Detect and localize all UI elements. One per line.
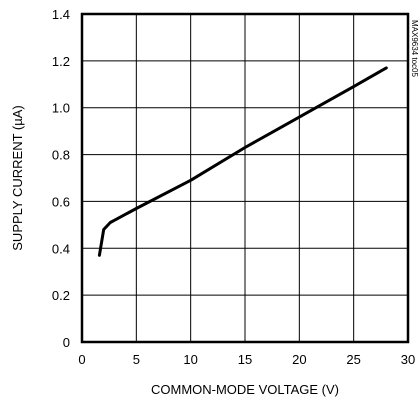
- x-tick-label: 15: [238, 352, 252, 367]
- x-tick-labels: 0 5 10 15 20 25 30: [78, 352, 415, 367]
- x-tick-label: 25: [346, 352, 360, 367]
- y-tick-label: 1.4: [52, 7, 70, 22]
- y-axis-label: SUPPLY CURRENT (µA): [10, 105, 25, 250]
- plot-frame: [80, 12, 410, 344]
- y-tick-label: 0.2: [52, 288, 70, 303]
- supply-current-line: [97, 66, 388, 257]
- figure-id-watermark: MAX9634 toc05: [410, 20, 419, 77]
- y-tick-label: 1.0: [52, 101, 70, 116]
- y-tick-label: 1.2: [52, 54, 70, 69]
- y-tick-label: 0: [63, 335, 70, 350]
- x-tick-label: 20: [292, 352, 306, 367]
- x-tick-label: 10: [183, 352, 197, 367]
- grid-lines: [82, 14, 408, 342]
- series-lines: [97, 66, 388, 257]
- y-tick-label: 0.4: [52, 241, 70, 256]
- y-tick-label: 0.6: [52, 194, 70, 209]
- x-tick-label: 0: [78, 352, 85, 367]
- x-axis-label: COMMON-MODE VOLTAGE (V): [151, 382, 339, 397]
- x-tick-label: 5: [133, 352, 140, 367]
- y-tick-label: 0.8: [52, 148, 70, 163]
- y-tick-labels: 0 0.2 0.4 0.6 0.8 1.0 1.2 1.4: [52, 7, 70, 350]
- x-tick-label: 30: [401, 352, 415, 367]
